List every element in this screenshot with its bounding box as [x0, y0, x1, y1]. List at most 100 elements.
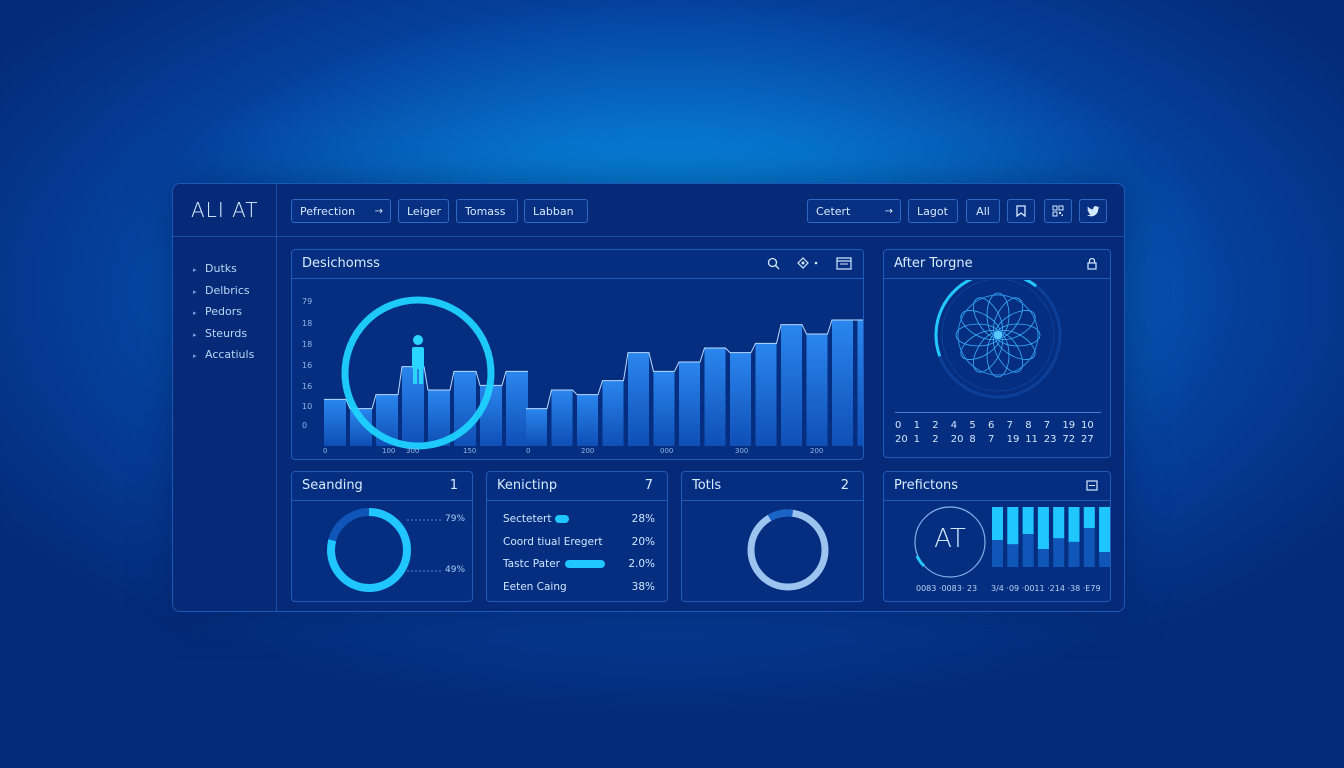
- twitter-button[interactable]: [1079, 199, 1107, 223]
- chart-bar: [324, 399, 346, 446]
- qr-code-icon: [1052, 205, 1064, 217]
- sidebar-item-label: Dutks: [205, 262, 237, 275]
- prediction-bar-fill: [1022, 507, 1034, 534]
- axis-number: 20: [895, 434, 908, 445]
- footer-label: 3/4 ·09 ·0011 ·214 ·38 ·E79: [991, 584, 1101, 593]
- axis-number: 5: [969, 420, 976, 431]
- panel-count: 7: [644, 478, 653, 493]
- donut-label: 79%: [445, 514, 466, 524]
- chart-bar: [679, 362, 700, 446]
- axis-number: 1: [913, 420, 920, 431]
- donut-label: 49%: [445, 565, 466, 575]
- top-bar: ALI AT Pefrection → Leiger Tomass Labban…: [173, 184, 1124, 237]
- app-logo: ALI AT: [191, 198, 259, 222]
- chart-bar: [857, 320, 863, 446]
- arrow-right-icon: →: [884, 206, 893, 217]
- sidebar-item-steurds[interactable]: ▸ Steurds: [193, 323, 254, 345]
- sidebar-item-dutks[interactable]: ▸ Dutks: [193, 258, 254, 280]
- chart-bar: [755, 343, 777, 446]
- highlight-ring: [341, 296, 495, 450]
- dashboard-window: ALI AT Pefrection → Leiger Tomass Labban…: [172, 183, 1125, 612]
- sidebar-item-label: Accatiuls: [205, 348, 255, 361]
- avatar-arc: [915, 555, 926, 568]
- axis-number: 23: [1043, 434, 1057, 445]
- sidebar-divider: [276, 184, 277, 611]
- bookmark-button[interactable]: [1007, 199, 1035, 223]
- axis-number: 19: [1006, 434, 1020, 445]
- prediction-bar-fill: [1053, 507, 1065, 539]
- chart-bar: [602, 380, 624, 446]
- filter-icon[interactable]: [797, 257, 821, 270]
- person-head: [413, 335, 423, 345]
- labban-button[interactable]: Labban: [524, 199, 588, 223]
- axis-number: 19: [1062, 420, 1076, 431]
- twitter-icon: [1086, 206, 1099, 217]
- sidebar: ▸ Dutks ▸ Delbrics ▸ Pedors ▸ Steurds ▸ Accat…: [193, 258, 254, 366]
- panel-header: Seanding 1: [292, 472, 472, 501]
- prediction-bar-fill: [1007, 507, 1019, 545]
- window-icon[interactable]: [836, 257, 852, 270]
- prediction-bar-fill: [1083, 507, 1095, 528]
- x-tick: 0: [323, 447, 328, 455]
- axis-number: 2: [932, 434, 939, 445]
- prediction-bar-fill: [992, 507, 1003, 540]
- mandala-center: [994, 331, 1002, 339]
- mandala-ring: [957, 294, 1039, 376]
- tomass-button[interactable]: Tomass: [456, 199, 518, 223]
- flower-icon: [955, 292, 1041, 378]
- y-tick: 16: [302, 382, 313, 391]
- cetert-label: Cetert: [816, 205, 851, 218]
- panel-title: Seanding: [302, 478, 363, 493]
- panel-title: Desichomss: [302, 256, 380, 271]
- y-tick: 0: [302, 421, 308, 430]
- after-panel: After Torgne 0 1 2 4 5 6 7 8 7 19 10 20 1 2 20 8 7 19 11 2…: [883, 249, 1111, 458]
- prefictons-panel: Prefictons AT 0083 ·0083· 23 3/4 ·09 ·00…: [883, 471, 1111, 602]
- cetert-dropdown[interactable]: Cetert →: [807, 199, 901, 223]
- sidebar-item-pedors[interactable]: ▸ Pedors: [193, 301, 254, 323]
- chart-bar: [402, 366, 424, 446]
- chart-bar: [730, 352, 751, 446]
- axis-number: 0: [895, 420, 902, 431]
- sidebar-item-delbrics[interactable]: ▸ Delbrics: [193, 280, 254, 302]
- leiger-button[interactable]: Leiger: [398, 199, 449, 223]
- axis-number: 6: [988, 420, 995, 431]
- all-button[interactable]: All: [966, 199, 1000, 223]
- prediction-bar-track: [1083, 507, 1095, 567]
- list-item-label: Eeten Caing: [503, 581, 567, 593]
- chevron-right-icon: ▸: [193, 352, 197, 360]
- chart-bar: [526, 408, 547, 446]
- chart-bar: [577, 394, 598, 446]
- perfection-dropdown[interactable]: Pefrection →: [291, 199, 391, 223]
- axis-number: 27: [1081, 434, 1094, 445]
- footer-label: 0083 ·0083· 23: [916, 584, 978, 593]
- axis-number: 1: [913, 434, 920, 445]
- chevron-right-icon: ▸: [193, 287, 197, 296]
- panel-title: Totls: [692, 478, 722, 493]
- avatar-ring: [914, 506, 986, 578]
- axis-number: 7: [1043, 420, 1051, 431]
- panel-count: 2: [840, 478, 849, 493]
- chevron-right-icon: ▸: [193, 266, 197, 274]
- chart-bar: [704, 348, 726, 446]
- axis-number: 11: [1025, 434, 1038, 445]
- list-item-value: 2.0%: [628, 558, 655, 570]
- lock-icon[interactable]: [1086, 257, 1098, 270]
- search-icon[interactable]: [767, 257, 780, 270]
- kenicting-panel: Kenictinp 7 Sectetert 28% Coord tiual Er…: [486, 471, 668, 602]
- sidebar-item-label: Delbrics: [205, 283, 250, 297]
- ring-gauge: [934, 280, 1062, 399]
- panel-title: After Torgne: [894, 256, 973, 271]
- list-item-label: Coord tiual Eregert: [503, 536, 603, 548]
- axis-line: [895, 412, 1101, 413]
- lagot-button[interactable]: Lagot: [908, 199, 958, 223]
- axis-number: 2: [932, 420, 939, 431]
- list-item-value: 28%: [631, 513, 655, 525]
- qr-code-button[interactable]: [1044, 199, 1072, 223]
- indicator-bar: [555, 515, 569, 523]
- menu-icon[interactable]: [1086, 480, 1098, 491]
- panel-header: After Torgne: [884, 250, 1110, 279]
- indicator-bar: [565, 560, 605, 568]
- person-body: [412, 347, 424, 369]
- sidebar-item-accatiuls[interactable]: ▸ Accatiuls: [193, 344, 254, 366]
- prediction-bar-track: [1022, 507, 1034, 567]
